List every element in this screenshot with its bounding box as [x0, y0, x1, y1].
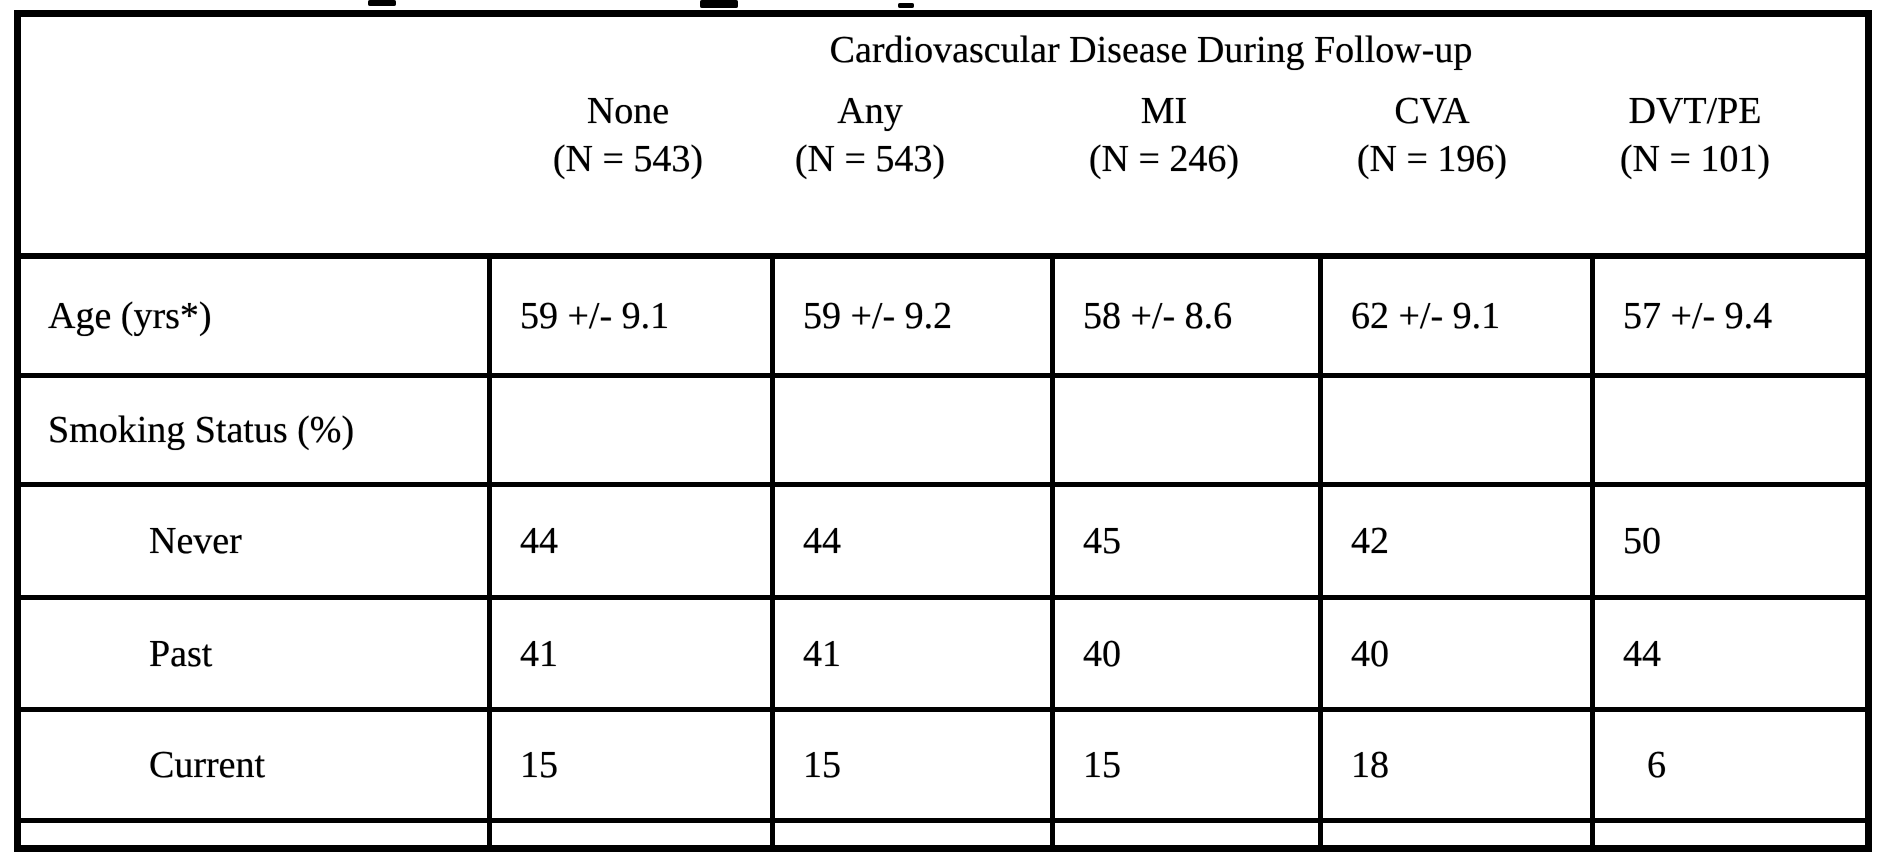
column-header-group-cva: CVA (N = 196)	[1357, 89, 1507, 181]
row-label: Smoking Status (%)	[48, 409, 355, 451]
table-row-age: Age (yrs*) 59 +/- 9.1 59 +/- 9.2 58 +/- …	[21, 253, 1865, 373]
table-cell: 41	[487, 600, 770, 707]
table-cell	[1050, 823, 1318, 845]
table-row-smoking-status: Smoking Status (%)	[21, 373, 1865, 482]
table-row-current: Current 15 15 15 18 6	[21, 707, 1865, 818]
table-cell: 50	[1590, 487, 1865, 595]
table-cell	[770, 823, 1050, 845]
table-row-truncated	[21, 818, 1865, 845]
scan-artifact	[898, 3, 914, 8]
table-cell	[770, 378, 1050, 482]
table-cell: 62 +/- 9.1	[1318, 259, 1590, 373]
column-n-count: (N = 101)	[1619, 138, 1771, 180]
column-n-count: (N = 246)	[1088, 138, 1240, 180]
table-cell: 44	[770, 487, 1050, 595]
scan-artifact	[700, 0, 738, 8]
table-cell: 44	[487, 487, 770, 595]
column-n-count: (N = 543)	[794, 138, 946, 180]
table-row-past: Past 41 41 40 40 44	[21, 595, 1865, 707]
column-n-count: (N = 543)	[552, 138, 704, 180]
table-cell: 15	[770, 712, 1050, 818]
column-header-group-none: None (N = 543)	[553, 89, 703, 181]
table-cell: 59 +/- 9.1	[487, 259, 770, 373]
table-cell: 6	[1590, 712, 1865, 818]
table-cell: 58 +/- 8.6	[1050, 259, 1318, 373]
column-header: None	[586, 90, 670, 132]
table-cell: 40	[1318, 600, 1590, 707]
table-cell: 41	[770, 600, 1050, 707]
table-title: Cardiovascular Disease During Follow-up	[829, 29, 1473, 71]
row-label: Current	[149, 744, 266, 786]
table-cell: 44	[1590, 600, 1865, 707]
row-label: Never	[149, 520, 242, 562]
scan-artifact	[368, 0, 396, 6]
row-label: Past	[149, 632, 213, 675]
table-cell	[1318, 378, 1590, 482]
column-header-group-any: Any (N = 543)	[795, 89, 945, 181]
column-n-count: (N = 196)	[1356, 138, 1508, 180]
table-cell: 18	[1318, 712, 1590, 818]
table-cell	[1590, 823, 1865, 845]
table-cell: 45	[1050, 487, 1318, 595]
table-cell	[1318, 823, 1590, 845]
table-row-never: Never 44 44 45 42 50	[21, 482, 1865, 595]
table-cell	[487, 823, 770, 845]
table-cell: 42	[1318, 487, 1590, 595]
table-cell	[487, 378, 770, 482]
table-cell: 57 +/- 9.4	[1590, 259, 1865, 373]
column-header-group-mi: MI (N = 246)	[1089, 89, 1239, 181]
table-cell: 15	[487, 712, 770, 818]
table-cell	[21, 823, 487, 845]
column-header: DVT/PE	[1628, 90, 1762, 132]
table-cell: 15	[1050, 712, 1318, 818]
table-cell	[1050, 378, 1318, 482]
data-table: Cardiovascular Disease During Follow-up …	[14, 10, 1872, 852]
column-header-group-dvtpe: DVT/PE (N = 101)	[1620, 89, 1770, 181]
table-cell: 40	[1050, 600, 1318, 707]
row-label: Age (yrs*)	[48, 295, 212, 337]
column-header: Any	[837, 90, 903, 132]
column-header: MI	[1140, 90, 1188, 132]
column-header: CVA	[1394, 90, 1470, 132]
table-header: Cardiovascular Disease During Follow-up …	[21, 17, 1865, 253]
table-cell	[1590, 378, 1865, 482]
table-cell: 59 +/- 9.2	[770, 259, 1050, 373]
